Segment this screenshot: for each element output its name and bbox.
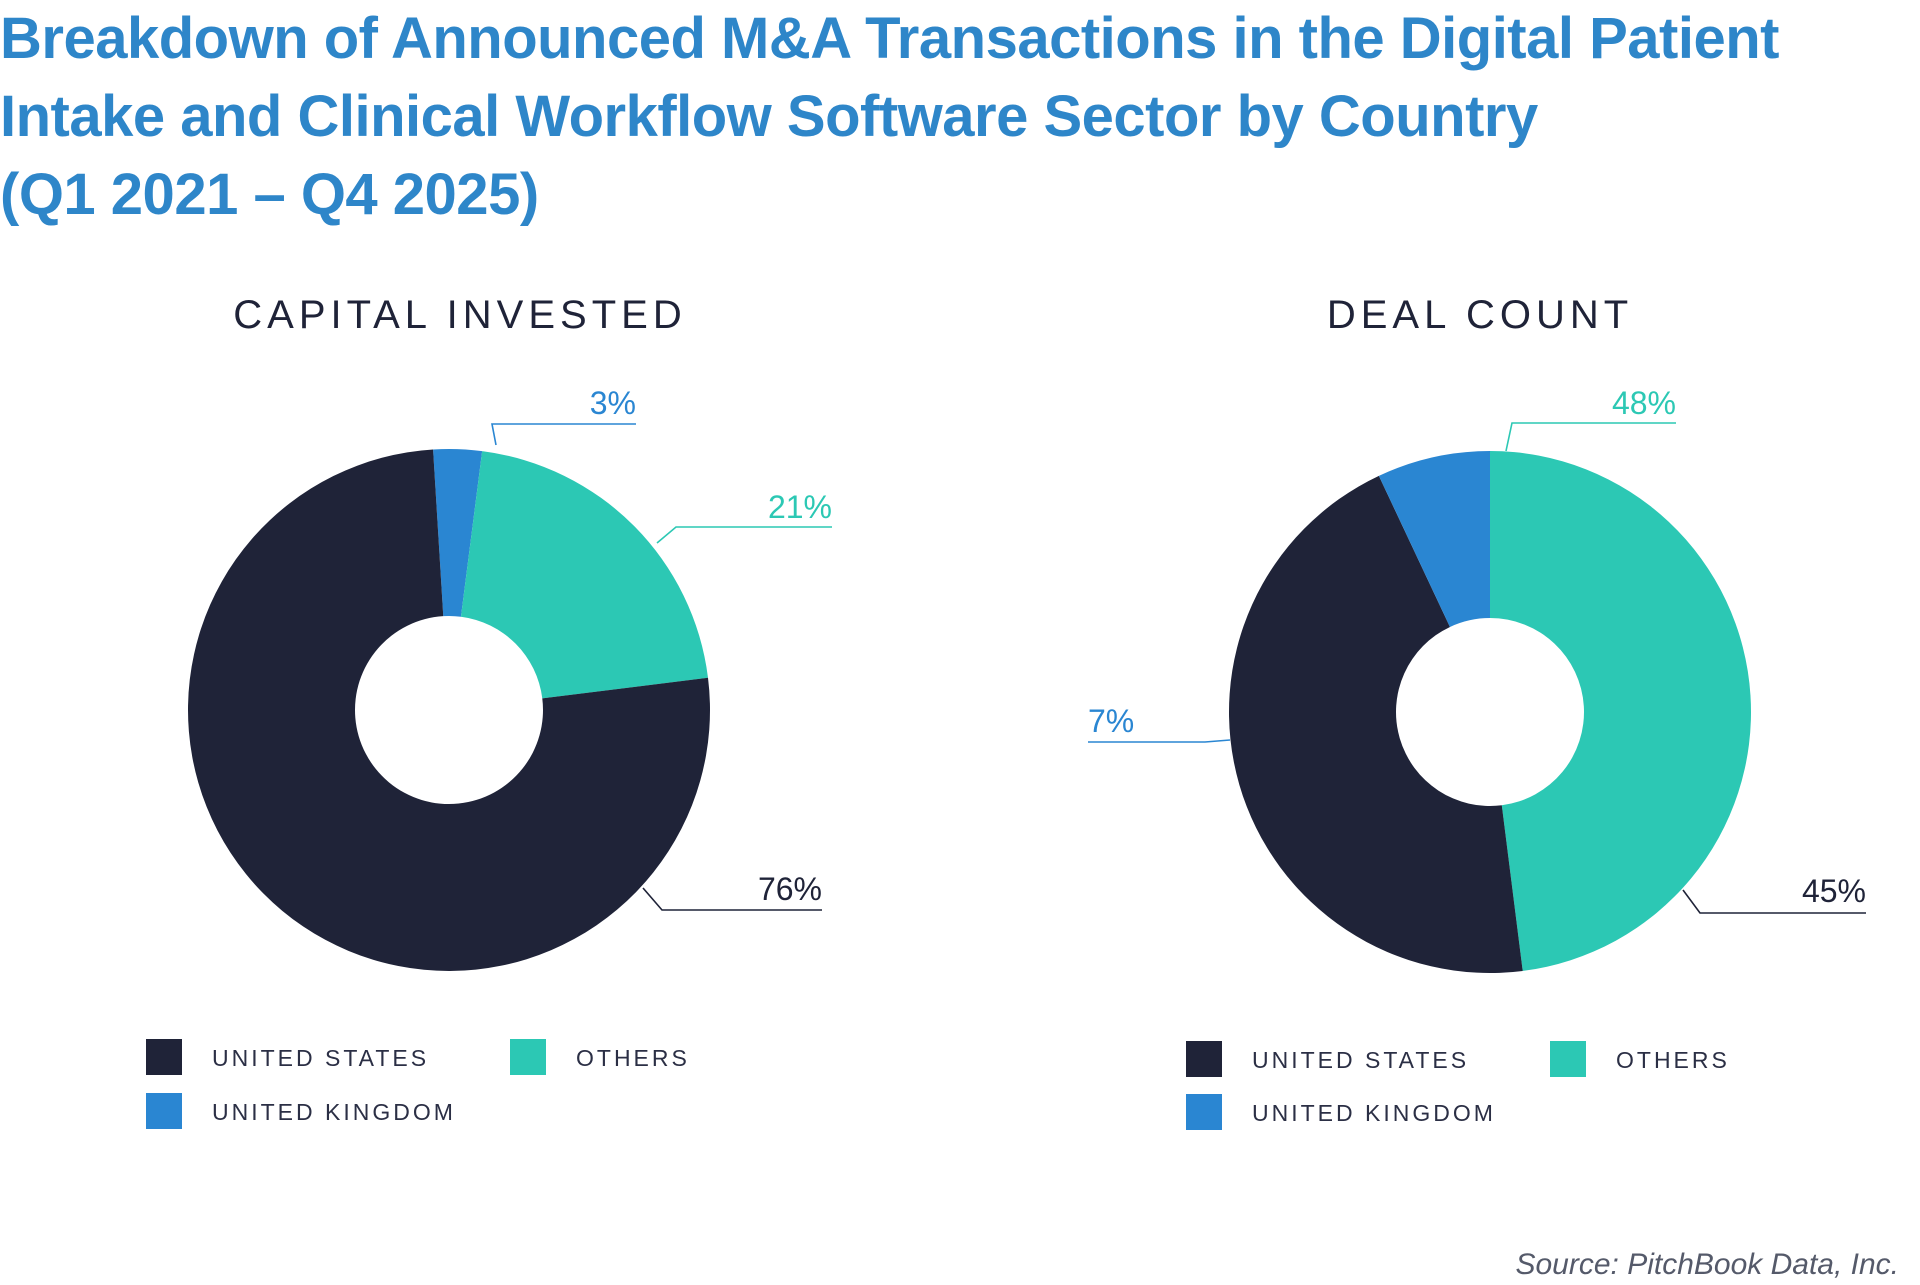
capital-invested-labels: 76% 3% 21% <box>491 385 832 911</box>
leader-line-united-states <box>642 887 822 911</box>
slice-united-states <box>1229 475 1523 973</box>
leader-line-united-states <box>1682 889 1866 914</box>
data-label-united-kingdom: 7% <box>1088 703 1134 739</box>
legend-label-united-states: UNITED STATES <box>1252 1047 1469 1073</box>
legend-label-united-kingdom: UNITED KINGDOM <box>212 1099 456 1125</box>
legend-swatch-others <box>1550 1041 1586 1077</box>
capital-invested-title: CAPITAL INVESTED <box>233 293 686 337</box>
data-label-united-states: 45% <box>1802 873 1866 909</box>
slice-united-states <box>187 449 710 971</box>
legend-swatch-united-kingdom <box>1186 1094 1222 1130</box>
legend-label-united-kingdom: UNITED KINGDOM <box>1252 1100 1496 1126</box>
legend-swatch-others <box>510 1039 546 1075</box>
legend-label-others: OTHERS <box>576 1045 690 1071</box>
leader-line-others <box>1505 422 1676 452</box>
data-label-united-states: 76% <box>758 871 822 907</box>
deal-count-legend: UNITED STATES OTHERS UNITED KINGDOM <box>1186 1041 1730 1130</box>
chart-title-line-3: (Q1 2021 – Q4 2025) <box>0 162 539 227</box>
capital-invested-legend: UNITED STATES OTHERS UNITED KINGDOM <box>146 1039 690 1129</box>
chart-title-line-1: Breakdown of Announced M&A Transactions … <box>0 6 1779 71</box>
legend-swatch-united-states <box>1186 1041 1222 1077</box>
deal-count-labels: 45% 7% 48% <box>1088 385 1866 914</box>
source-note: Source: PitchBook Data, Inc. <box>1515 1248 1899 1281</box>
deal-count-panel: DEAL COUNT 45%7%48% UNITED STATES OTHERSU… <box>1088 293 1866 1130</box>
leader-line-united-kingdom <box>1088 739 1231 743</box>
chart-title: Breakdown of Announced M&A Transactions … <box>0 0 1900 234</box>
data-label-others: 21% <box>768 489 832 525</box>
leader-line-others <box>656 526 832 544</box>
deal-count-title: DEAL COUNT <box>1327 293 1633 337</box>
data-label-united-kingdom: 3% <box>590 385 636 421</box>
leader-line-united-kingdom <box>491 423 636 446</box>
legend-swatch-united-kingdom <box>146 1093 182 1129</box>
deal-count-slices <box>1229 451 1751 973</box>
slice-united-kingdom <box>1378 451 1490 627</box>
capital-invested-panel: CAPITAL INVESTED 76% 3% 21% UNITED STATES O… <box>146 293 832 1129</box>
data-label-others: 48% <box>1612 385 1676 421</box>
legend-label-united-states: UNITED STATES <box>212 1045 429 1071</box>
slice-others <box>1490 451 1751 971</box>
capital-invested-slices <box>187 448 710 971</box>
slice-others <box>460 451 708 699</box>
legend-swatch-united-states <box>146 1039 182 1075</box>
legend-label-others: OTHERS <box>1616 1047 1730 1073</box>
slice-united-kingdom <box>433 448 483 617</box>
chart-title-line-2: Intake and Clinical Workflow Software Se… <box>0 84 1538 149</box>
